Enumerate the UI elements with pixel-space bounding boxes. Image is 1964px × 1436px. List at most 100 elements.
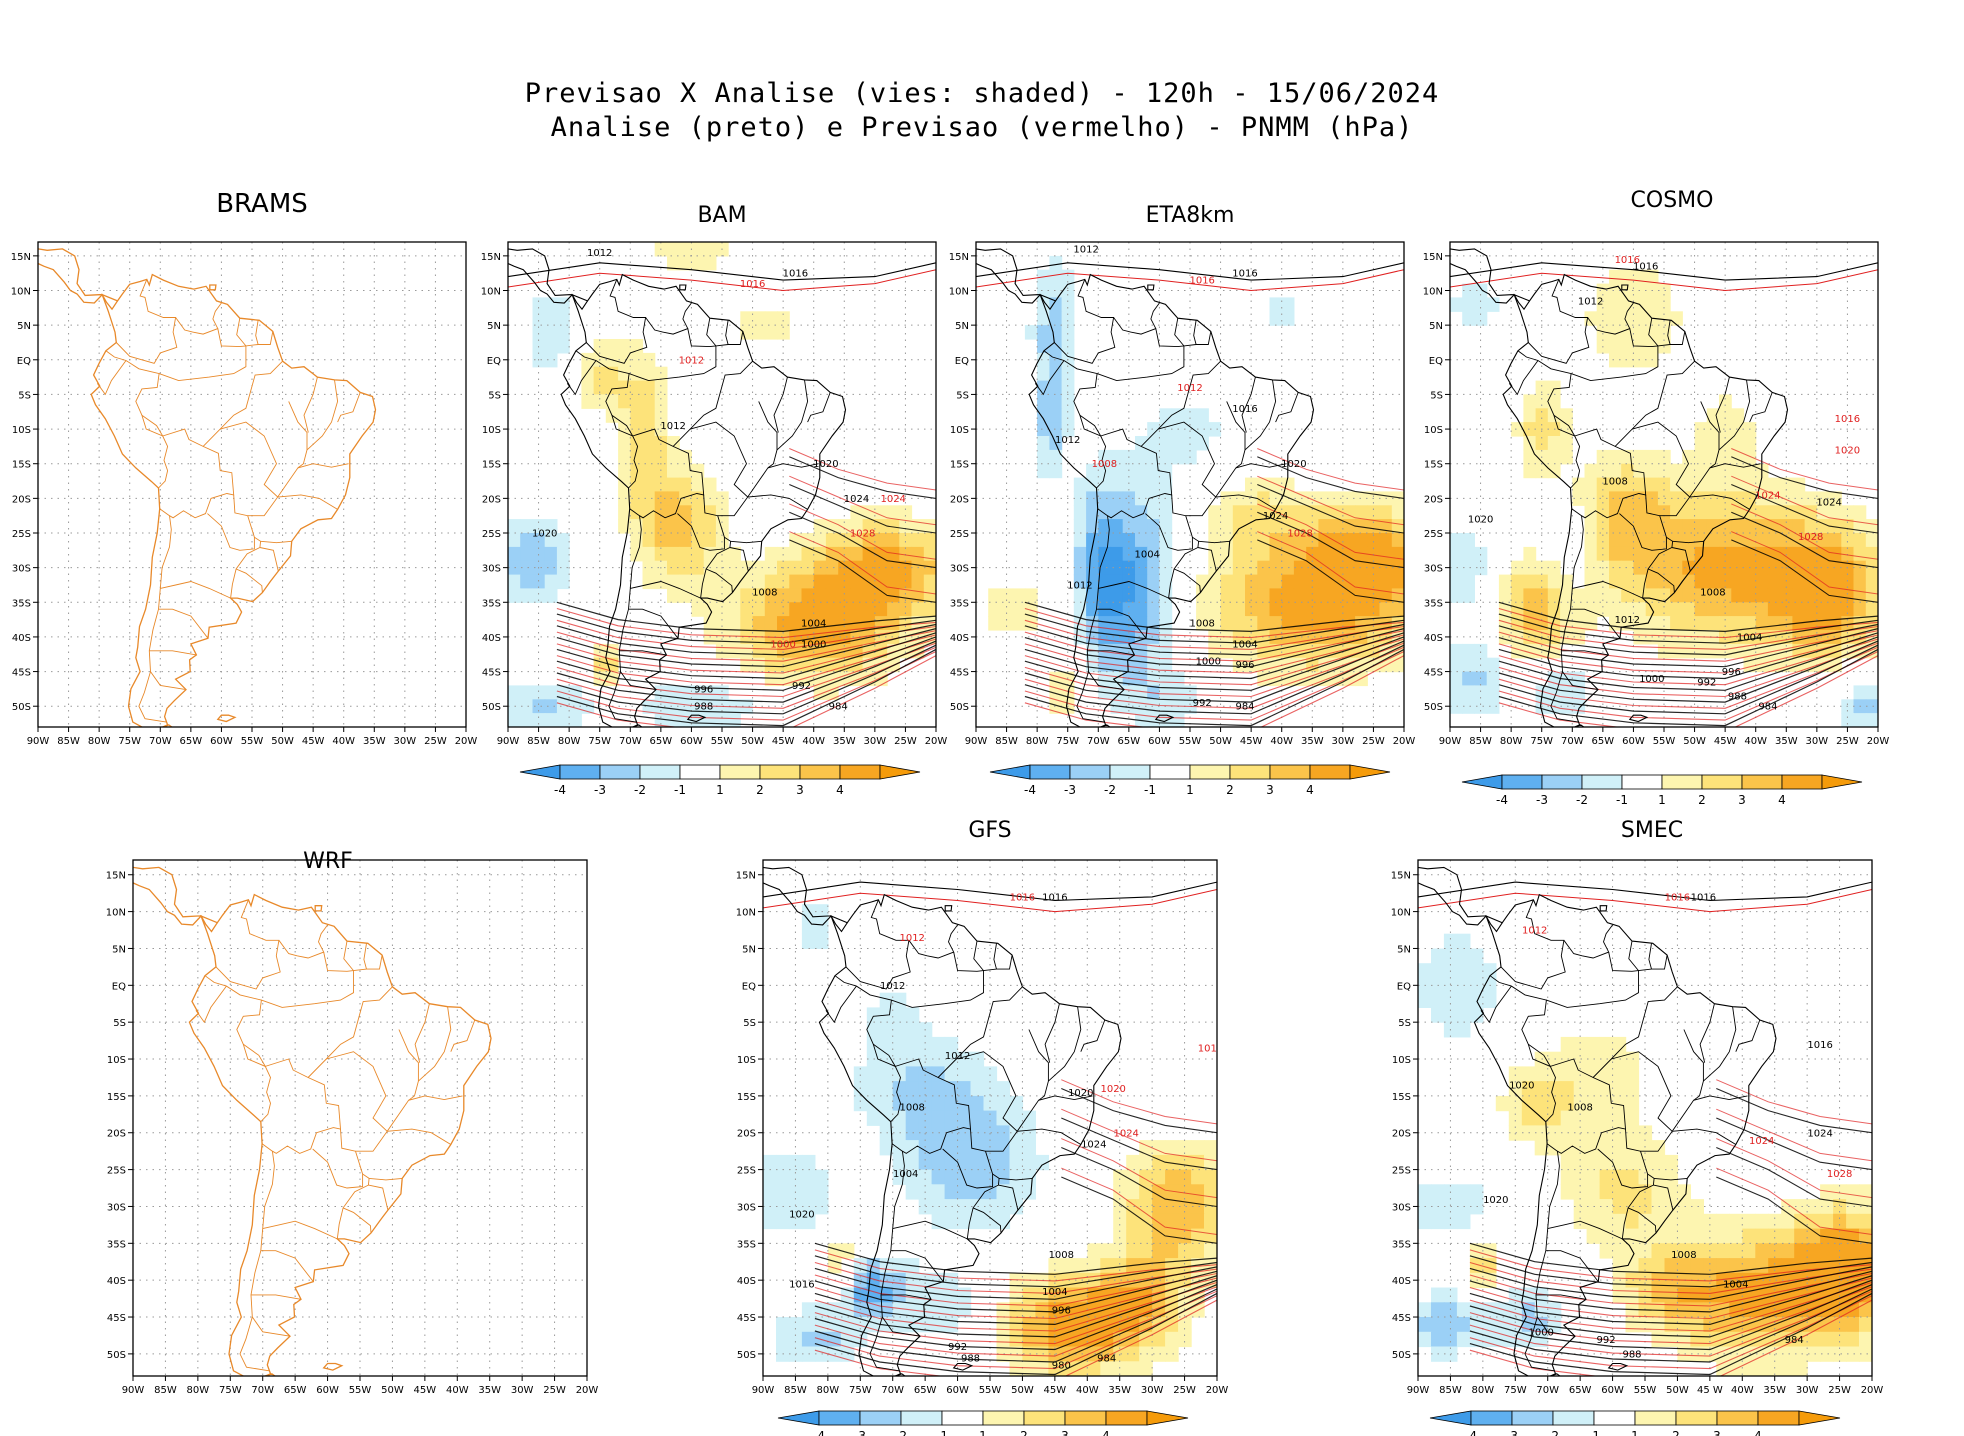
- isobar-label: 1004: [801, 619, 826, 630]
- colorbar-label: 1: [716, 783, 724, 797]
- colorbar-label: -4: [1465, 1429, 1477, 1436]
- lat-tick-label: 15S: [107, 1092, 126, 1103]
- country-border: [1028, 1029, 1049, 1101]
- country-border: [993, 943, 997, 970]
- lon-tick-label: 35W: [833, 736, 856, 747]
- colorbar-label: 2: [1698, 793, 1706, 807]
- lon-tick-label: 75W: [1504, 1385, 1527, 1396]
- map-area: 1016 1016 1012 1012 1012 1016 1020 1020 1024 1024…: [763, 860, 1217, 1376]
- country-border: [1647, 568, 1675, 593]
- country-border: [1053, 279, 1116, 364]
- lat-tick-label: 50S: [107, 1350, 126, 1361]
- lat-tick-label: 15N: [1423, 252, 1443, 263]
- lon-tick-label: 80W: [187, 1385, 210, 1396]
- lat-tick-label: 50S: [1392, 1350, 1411, 1361]
- country-border: [202, 360, 283, 447]
- country-border: [585, 279, 648, 364]
- isobar-label: 1020: [813, 459, 838, 470]
- colorbar-label: 1: [979, 1429, 987, 1436]
- lat-tick-label: 35S: [737, 1239, 756, 1250]
- lat-tick-label: 40S: [482, 633, 501, 644]
- lat-tick-label: 50S: [950, 702, 969, 713]
- map-area: 1012 1016 1016 1012 1012 1020 1024 1024 1028 1020…: [508, 242, 936, 727]
- isobar-label: 980: [1052, 1361, 1071, 1372]
- country-border: [891, 970, 984, 1008]
- panel-title: GFS: [968, 818, 1011, 843]
- colorbar-label: 1: [1631, 1429, 1639, 1436]
- country-border: [645, 302, 692, 335]
- lon-tick-label: 50W: [1209, 736, 1232, 747]
- isobar-label: 1000: [770, 639, 795, 650]
- lat-tick-label: 15N: [1391, 871, 1411, 882]
- country-border: [1174, 318, 1185, 347]
- country-border: [1173, 568, 1201, 593]
- lon-tick-label: 25W: [424, 736, 447, 747]
- country-border: [158, 608, 209, 639]
- lon-tick-label: 40W: [446, 1385, 469, 1396]
- country-border: [1587, 302, 1634, 335]
- country-border: [368, 1184, 389, 1211]
- country-border: [999, 1177, 1033, 1181]
- country-border: [337, 392, 361, 423]
- isobar-label: 988: [1622, 1350, 1641, 1361]
- colorbar-label: -2: [634, 783, 646, 797]
- lon-tick-label: 50W: [1666, 1385, 1689, 1396]
- lon-tick-label: 40W: [1744, 736, 1767, 747]
- lon-tick-label: 90W: [752, 1385, 775, 1396]
- colorbar: -4 -3 -2 -1 1 2 3 4: [777, 1410, 1189, 1436]
- map-panel-eta8km: ETA8km1012101610161012101210161020102410…: [949, 203, 1416, 797]
- lat-tick-label: 15N: [11, 252, 31, 263]
- country-border: [881, 1316, 921, 1337]
- lon-tick-label: 45W: [302, 736, 325, 747]
- lon-tick-label: 45 W: [1697, 1385, 1723, 1396]
- country-border: [937, 986, 1023, 1078]
- lat-tick-label: 5N: [955, 321, 969, 332]
- isobar-label: 1020: [1068, 1088, 1093, 1099]
- country-border: [725, 320, 729, 345]
- country-border: [247, 494, 338, 517]
- country-border: [687, 328, 744, 348]
- lat-tick-label: EQ: [955, 356, 969, 367]
- country-border: [1098, 581, 1169, 599]
- lat-tick-label: EQ: [1397, 981, 1411, 992]
- panel-title: SMEC: [1621, 818, 1683, 843]
- isobar-label: 992: [948, 1342, 967, 1353]
- lat-tick-label: 25S: [12, 529, 31, 540]
- country-border: [706, 318, 717, 347]
- isobar-label: 1008: [1189, 619, 1214, 630]
- isobar-label: 988: [1728, 691, 1747, 702]
- isobar-label: 1016: [1835, 414, 1860, 425]
- lat-tick-label: EQ: [17, 356, 31, 367]
- lon-tick-label: 85W: [154, 1385, 177, 1396]
- lat-tick-label: 10N: [481, 287, 501, 298]
- country-border: [450, 1019, 476, 1052]
- lat-tick-label: 15N: [481, 252, 501, 263]
- isobar-label: 1004: [893, 1169, 918, 1180]
- country-border: [1563, 924, 1613, 959]
- lon-tick-label: 75W: [118, 736, 141, 747]
- colorbar-label: 3: [1266, 783, 1274, 797]
- colorbar-label: -2: [1547, 1429, 1559, 1436]
- lon-tick-label: 70W: [1536, 1385, 1559, 1396]
- isobar-label: 1020: [532, 529, 557, 540]
- isobar-label: 1008: [1092, 459, 1117, 470]
- lon-tick-label: 90W: [965, 736, 988, 747]
- lat-tick-label: 5N: [1397, 944, 1411, 955]
- lon-tick-label: 25W: [894, 736, 917, 747]
- lat-tick-label: EQ: [1429, 356, 1443, 367]
- lat-tick-label: 5S: [488, 390, 501, 401]
- lon-tick-label: 25W: [1836, 736, 1859, 747]
- country-border: [619, 650, 667, 656]
- lon-tick-label: 65W: [1592, 736, 1615, 747]
- isobar-label: 1024: [844, 494, 869, 505]
- isobar-label: 1020: [1483, 1195, 1508, 1206]
- lat-tick-label: 20S: [482, 494, 501, 505]
- country-border: [1043, 350, 1107, 489]
- country-border: [1627, 1207, 1657, 1234]
- lat-tick-label: 45S: [107, 1313, 126, 1324]
- lat-tick-label: 10S: [1424, 425, 1443, 436]
- country-border: [1749, 392, 1773, 423]
- lat-tick-label: 25S: [950, 529, 969, 540]
